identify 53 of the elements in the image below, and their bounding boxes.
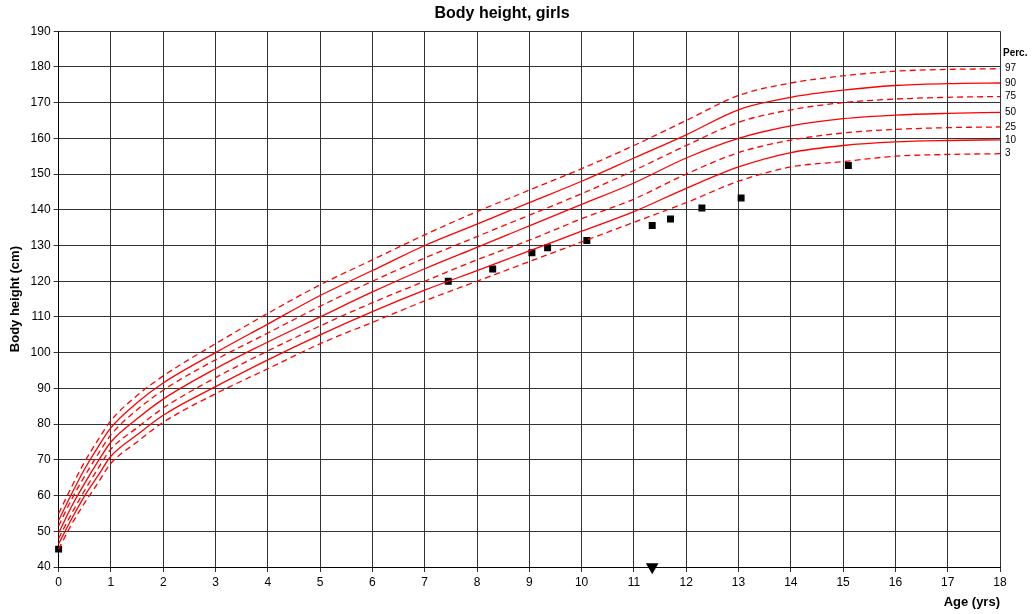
series-label: 10 [1005,133,1017,145]
chart-title: Body height, girls [434,4,570,22]
x-tick-label: 15 [836,574,851,589]
y-tick-label: 80 [37,416,51,431]
y-tick-label: 160 [30,130,51,145]
series-label: 25 [1005,120,1017,132]
y-tick-label: 140 [30,202,51,217]
x-tick-label: 16 [888,574,903,589]
series-label: 97 [1005,62,1017,74]
y-tick-label: 60 [37,487,51,502]
x-tick-label: 17 [941,574,955,589]
series-label: 90 [1005,76,1017,88]
point [667,215,674,223]
x-tick-label: 18 [993,574,1007,589]
x-axis-title: Age (yrs) [943,593,1000,609]
series-label: 75 [1005,90,1017,102]
x-tick-label: 1 [107,574,115,589]
y-tick-label: 120 [30,273,51,288]
point [583,237,591,244]
y-tick-label: 180 [30,59,51,74]
y-tick-label: 90 [37,380,51,395]
x-tick-label: 8 [473,574,481,589]
x-tick-label: 7 [421,574,429,589]
x-tick-label: 12 [679,574,694,589]
point [648,222,656,229]
y-axis-title: Body height (cm) [7,246,23,353]
legend-title: Perc. [1003,46,1028,58]
x-tick-label: 13 [731,574,746,589]
y-tick-label: 170 [30,94,51,109]
y-tick-label: 130 [30,237,51,252]
x-tick-label: 2 [159,574,167,589]
x-tick-label: 10 [574,574,589,589]
series-label: 50 [1005,106,1017,118]
x-tick-label: 0 [55,574,63,589]
y-tick-label: 100 [30,344,51,359]
y-tick-label: 40 [37,559,51,574]
x-tick-label: 4 [264,574,272,589]
x-tick-label: 11 [627,574,641,589]
point [544,244,552,252]
x-tick-label: 9 [525,574,533,589]
x-tick-label: 3 [212,574,220,589]
point [646,563,659,574]
series-label: 3 [1005,147,1011,159]
y-tick-label: 190 [30,23,51,38]
x-tick-label: 14 [784,574,798,589]
y-tick-label: 50 [37,523,51,538]
x-tick-label: 5 [316,574,324,589]
point [844,162,852,169]
y-tick-label: 110 [31,309,51,324]
y-tick-label: 150 [30,166,51,181]
y-tick-label: 70 [37,452,51,467]
x-tick-label: 6 [369,574,377,589]
point [489,265,497,273]
